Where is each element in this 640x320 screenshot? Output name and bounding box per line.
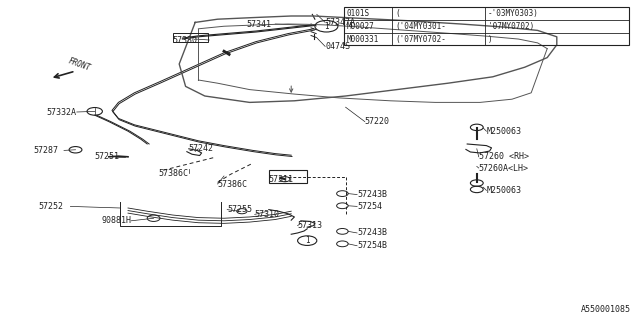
Text: 1: 1 (324, 22, 329, 31)
Text: 57310: 57310 (255, 210, 280, 219)
Text: 57242: 57242 (189, 144, 214, 153)
Text: ): ) (488, 35, 492, 44)
Text: ('07MY0702-: ('07MY0702- (395, 35, 445, 44)
Text: -'03MY0303): -'03MY0303) (488, 9, 538, 18)
Text: 57255: 57255 (227, 205, 252, 214)
Text: FRONT: FRONT (67, 56, 92, 73)
Bar (173, 33, 208, 42)
Bar (344, 7, 629, 45)
Text: 57220: 57220 (365, 117, 390, 126)
Text: 57386C: 57386C (159, 169, 189, 178)
Text: 57287: 57287 (33, 146, 58, 155)
Text: 0474S: 0474S (325, 42, 350, 51)
Bar (269, 170, 307, 183)
Text: A550001085: A550001085 (580, 305, 630, 314)
Text: '07MY0702): '07MY0702) (488, 22, 534, 31)
Text: 57254: 57254 (357, 202, 382, 211)
Text: 57260 <RH>: 57260 <RH> (479, 152, 529, 161)
Text: 90881H: 90881H (101, 216, 131, 225)
Text: (: ( (395, 9, 399, 18)
Text: 57260A<LH>: 57260A<LH> (479, 164, 529, 172)
Text: 57347A: 57347A (325, 18, 355, 27)
Text: M00027: M00027 (347, 22, 374, 31)
Text: M250063: M250063 (486, 127, 522, 136)
Text: ('04MY0301-: ('04MY0301- (395, 22, 445, 31)
Text: 57254B: 57254B (357, 241, 387, 250)
Text: 57386C: 57386C (218, 180, 248, 188)
Text: M250063: M250063 (486, 186, 522, 195)
Text: M000331: M000331 (347, 35, 380, 44)
Text: 57330: 57330 (173, 36, 198, 44)
Text: 57313: 57313 (298, 221, 323, 230)
Text: 57252: 57252 (38, 202, 63, 211)
Text: 57332A: 57332A (46, 108, 76, 116)
Text: 57341: 57341 (246, 20, 271, 28)
Text: 0101S: 0101S (347, 9, 370, 18)
Text: 1: 1 (305, 236, 310, 245)
Text: 57243B: 57243B (357, 190, 387, 199)
Text: 57311: 57311 (269, 175, 294, 184)
Text: 57243B: 57243B (357, 228, 387, 237)
Text: 57251: 57251 (95, 152, 120, 161)
